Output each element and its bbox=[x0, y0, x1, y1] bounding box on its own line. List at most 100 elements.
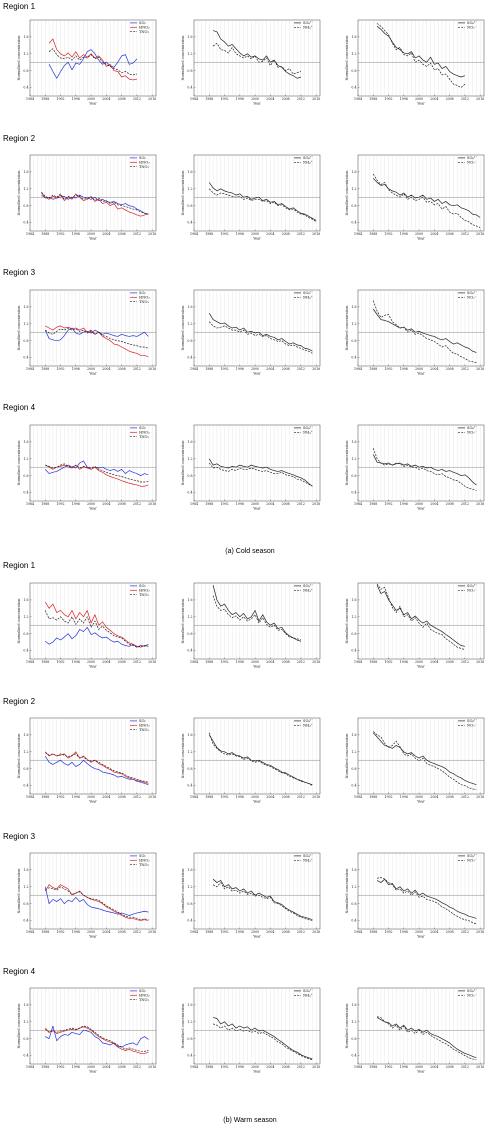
chart-cold-region3-col1: 1984 1988 1992 1996 2000 2004 2008 2012 2016 0.4 0… bbox=[17, 289, 157, 376]
x-tick-label: 1984 bbox=[354, 660, 362, 664]
x-tick-label: 1984 bbox=[26, 930, 34, 934]
y-tick-label: 1.6 bbox=[23, 868, 28, 872]
x-axis-label: Year bbox=[88, 237, 97, 241]
x-tick-label: 1992 bbox=[56, 660, 64, 664]
chart-cold-region4-col2: 1984 1988 1992 1996 2000 2004 2008 2012 2016 0.4 0… bbox=[181, 424, 321, 511]
y-tick-label: 1.6 bbox=[187, 868, 192, 872]
x-tick-label: 2012 bbox=[297, 367, 305, 371]
y-axis-label: Normalized concentration bbox=[345, 598, 349, 644]
plot-frame bbox=[29, 424, 157, 502]
legend-label: SO₄²⁻ bbox=[467, 719, 477, 723]
series-line-1 bbox=[373, 177, 481, 218]
chart-warm-region1-col3: 1984 1988 1992 1996 2000 2004 2008 2012 2016 0.4 0… bbox=[345, 582, 485, 669]
x-tick-label: 1984 bbox=[190, 660, 198, 664]
x-tick-label: 2008 bbox=[446, 930, 454, 934]
series-line-2 bbox=[212, 595, 302, 641]
x-tick-label: 1988 bbox=[205, 502, 213, 506]
x-tick-label: 1988 bbox=[205, 795, 213, 799]
x-tick-label: 2008 bbox=[282, 97, 290, 101]
x-tick-label: 2012 bbox=[461, 232, 469, 236]
region-label: Region 3 bbox=[3, 268, 36, 277]
plot-frame bbox=[29, 987, 157, 1065]
plot-frame bbox=[193, 717, 321, 795]
legend-label: HNO₃ bbox=[139, 25, 150, 29]
x-tick-label: 1992 bbox=[56, 930, 64, 934]
x-tick-label: 2008 bbox=[282, 1065, 290, 1069]
chart-cold-region3-col2: 1984 1988 1992 1996 2000 2004 2008 2012 2016 0.4 0… bbox=[181, 289, 321, 376]
chart-warm-region2-col3: 1984 1988 1992 1996 2000 2004 2008 2012 2016 0.4 0… bbox=[345, 717, 485, 804]
x-tick-label: 2016 bbox=[148, 367, 156, 371]
y-axis-label: Normalized concentration bbox=[181, 440, 185, 486]
x-tick-label: 1992 bbox=[56, 502, 64, 506]
x-tick-label: 2000 bbox=[415, 795, 423, 799]
x-tick-label: 2012 bbox=[133, 232, 141, 236]
chart-warm-region4-col1: 1984 1988 1992 1996 2000 2004 2008 2012 2016 0.4 0… bbox=[17, 987, 157, 1074]
y-tick-label: 0.8 bbox=[351, 204, 356, 208]
x-tick-label: 2000 bbox=[251, 367, 259, 371]
series-line-1 bbox=[213, 1017, 313, 1060]
x-axis-label: Year bbox=[416, 665, 425, 669]
y-tick-label: 0.8 bbox=[351, 474, 356, 478]
x-tick-label: 1984 bbox=[190, 795, 198, 799]
x-tick-label: 1996 bbox=[72, 930, 80, 934]
y-tick-label: 1.2 bbox=[187, 615, 192, 619]
x-tick-label: 2008 bbox=[446, 97, 454, 101]
legend-label: SO₄²⁻ bbox=[467, 21, 477, 25]
x-tick-label: 2004 bbox=[430, 502, 438, 506]
y-axis-label: Normalized concentration bbox=[181, 170, 185, 216]
x-tick-label: 2016 bbox=[476, 502, 484, 506]
y-axis-label: Normalized concentration bbox=[345, 868, 349, 914]
x-tick-label: 2004 bbox=[430, 1065, 438, 1069]
x-tick-label: 1992 bbox=[56, 795, 64, 799]
x-tick-label: 2000 bbox=[251, 232, 259, 236]
x-tick-label: 2004 bbox=[266, 930, 274, 934]
legend-label: NH₄⁺ bbox=[303, 858, 313, 862]
series-line-2 bbox=[209, 321, 313, 354]
x-tick-label: 1988 bbox=[41, 97, 49, 101]
legend-label: SO₂ bbox=[139, 426, 146, 430]
x-tick-label: 2000 bbox=[87, 232, 95, 236]
legend-label: HNO₃ bbox=[139, 295, 150, 299]
y-tick-label: 0.4 bbox=[351, 784, 356, 788]
y-tick-label: 1.2 bbox=[187, 1020, 192, 1024]
y-tick-label: 0.4 bbox=[187, 86, 192, 90]
x-tick-label: 2000 bbox=[415, 232, 423, 236]
x-tick-label: 2004 bbox=[266, 1065, 274, 1069]
legend-label: TNO₃ bbox=[139, 435, 149, 439]
x-tick-label: 2004 bbox=[102, 502, 110, 506]
legend-label: HNO₃ bbox=[139, 430, 150, 434]
y-axis-label: Normalized concentration bbox=[181, 35, 185, 81]
x-axis-label: Year bbox=[252, 800, 261, 804]
legend-label: SO₄²⁻ bbox=[467, 989, 477, 993]
y-axis-label: Normalized concentration bbox=[181, 733, 185, 779]
chart-warm-region1-col1: 1984 1988 1992 1996 2000 2004 2008 2012 2016 0.4 0… bbox=[17, 582, 157, 669]
y-tick-label: 0.8 bbox=[187, 902, 192, 906]
chart-warm-region2-col2: 1984 1988 1992 1996 2000 2004 2008 2012 2016 0.4 0… bbox=[181, 717, 321, 804]
y-tick-label: 1.2 bbox=[351, 1020, 356, 1024]
legend-label: NO₃⁻ bbox=[467, 858, 477, 862]
y-tick-label: 0.8 bbox=[23, 632, 28, 636]
chart-warm-region2-col1: 1984 1988 1992 1996 2000 2004 2008 2012 2016 0.4 0… bbox=[17, 717, 157, 804]
x-tick-label: 1988 bbox=[205, 1065, 213, 1069]
x-tick-label: 1996 bbox=[72, 232, 80, 236]
y-axis-label: Normalized concentration bbox=[345, 170, 349, 216]
y-axis-label: Normalized concentration bbox=[181, 598, 185, 644]
y-axis-label: Normalized concentration bbox=[17, 1003, 21, 1049]
legend-label: NH₄⁺ bbox=[303, 430, 313, 434]
chart-cold-region1-col2: 1984 1988 1992 1996 2000 2004 2008 2012 2016 0.4 0… bbox=[181, 19, 321, 106]
x-axis-label: Year bbox=[88, 1070, 97, 1074]
y-tick-label: 1.6 bbox=[187, 170, 192, 174]
y-tick-label: 0.4 bbox=[187, 356, 192, 360]
plot-frame bbox=[193, 154, 321, 232]
x-axis-label: Year bbox=[416, 800, 425, 804]
series-line-2 bbox=[212, 882, 313, 921]
y-tick-label: 1.6 bbox=[187, 440, 192, 444]
y-tick-label: 1.2 bbox=[351, 885, 356, 889]
x-tick-label: 2008 bbox=[118, 97, 126, 101]
y-tick-label: 0.8 bbox=[187, 474, 192, 478]
x-tick-label: 1984 bbox=[190, 502, 198, 506]
y-tick-label: 1.6 bbox=[187, 733, 192, 737]
y-tick-label: 1.2 bbox=[351, 457, 356, 461]
x-tick-label: 1988 bbox=[369, 660, 377, 664]
series-line-1 bbox=[48, 49, 138, 79]
